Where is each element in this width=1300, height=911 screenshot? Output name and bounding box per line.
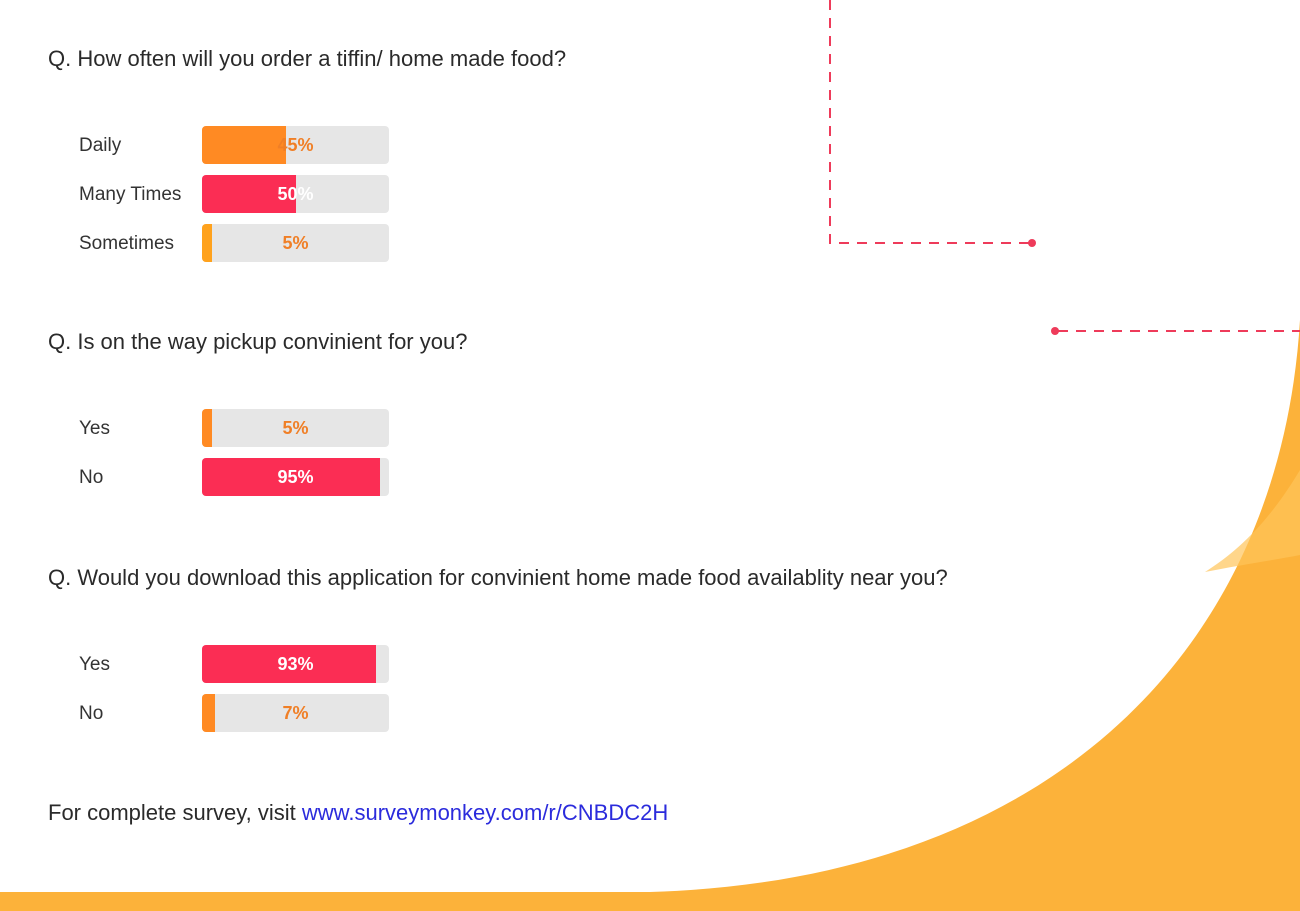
- option-label: Yes: [79, 654, 110, 675]
- bar-track: 50%: [202, 175, 389, 213]
- option-label: Many Times: [79, 184, 182, 205]
- survey-link[interactable]: www.surveymonkey.com/r/CNBDC2H: [301, 800, 669, 825]
- q2-option-no: No 95%: [79, 458, 399, 498]
- orange-curve-shape: [0, 320, 1300, 911]
- bar-fill: [202, 694, 215, 732]
- option-label: Daily: [79, 135, 122, 156]
- bar-track: 95%: [202, 458, 389, 496]
- connector-dot-right: [1051, 327, 1059, 335]
- bar-percent-label: 95%: [277, 467, 314, 487]
- bar-percent-label: 5%: [282, 418, 309, 438]
- q1-option-daily: Daily 45%: [79, 126, 399, 166]
- bar-percent-label: 5%: [282, 233, 309, 253]
- bar-fill: [202, 175, 296, 213]
- q1-option-sometimes: Sometimes 5%: [79, 224, 399, 264]
- bar-fill: [202, 224, 212, 262]
- survey-footer: For complete survey, visit www.surveymon…: [48, 800, 668, 826]
- option-label: Sometimes: [79, 233, 175, 254]
- bar-percent-label: 45%: [277, 135, 314, 155]
- bar-fill: [202, 126, 286, 164]
- bar-track: 45%: [202, 126, 389, 164]
- bar-fill: [202, 409, 212, 447]
- orange-curve-highlight: [1205, 470, 1300, 572]
- bar-track: 5%: [202, 409, 389, 447]
- q3-option-no: No 7%: [79, 694, 399, 734]
- q3-option-yes: Yes 93%: [79, 645, 399, 685]
- option-label: No: [79, 703, 104, 724]
- bar-percent-label: 50%: [277, 184, 314, 204]
- bar-track: 5%: [202, 224, 389, 262]
- bar-percent-label: 7%: [282, 703, 309, 723]
- bar-fill: [202, 458, 380, 496]
- question-3-title: Q. Would you download this application f…: [48, 565, 948, 590]
- question-1-title: Q. How often will you order a tiffin/ ho…: [48, 46, 567, 71]
- bar-percent-label: 93%: [277, 654, 314, 674]
- footer-text: For complete survey, visit: [48, 800, 302, 825]
- q1-option-many-times: Many Times 50%: [79, 175, 399, 215]
- bar-track: 93%: [202, 645, 389, 683]
- q2-option-yes: Yes 5%: [79, 409, 399, 449]
- question-2-title: Q. Is on the way pickup convinient for y…: [48, 329, 468, 354]
- dashed-connector-top: [829, 0, 1030, 244]
- connector-dot-top: [1028, 239, 1036, 247]
- option-label: Yes: [79, 418, 110, 439]
- bar-track: 7%: [202, 694, 389, 732]
- option-label: No: [79, 467, 104, 488]
- bar-fill: [202, 645, 376, 683]
